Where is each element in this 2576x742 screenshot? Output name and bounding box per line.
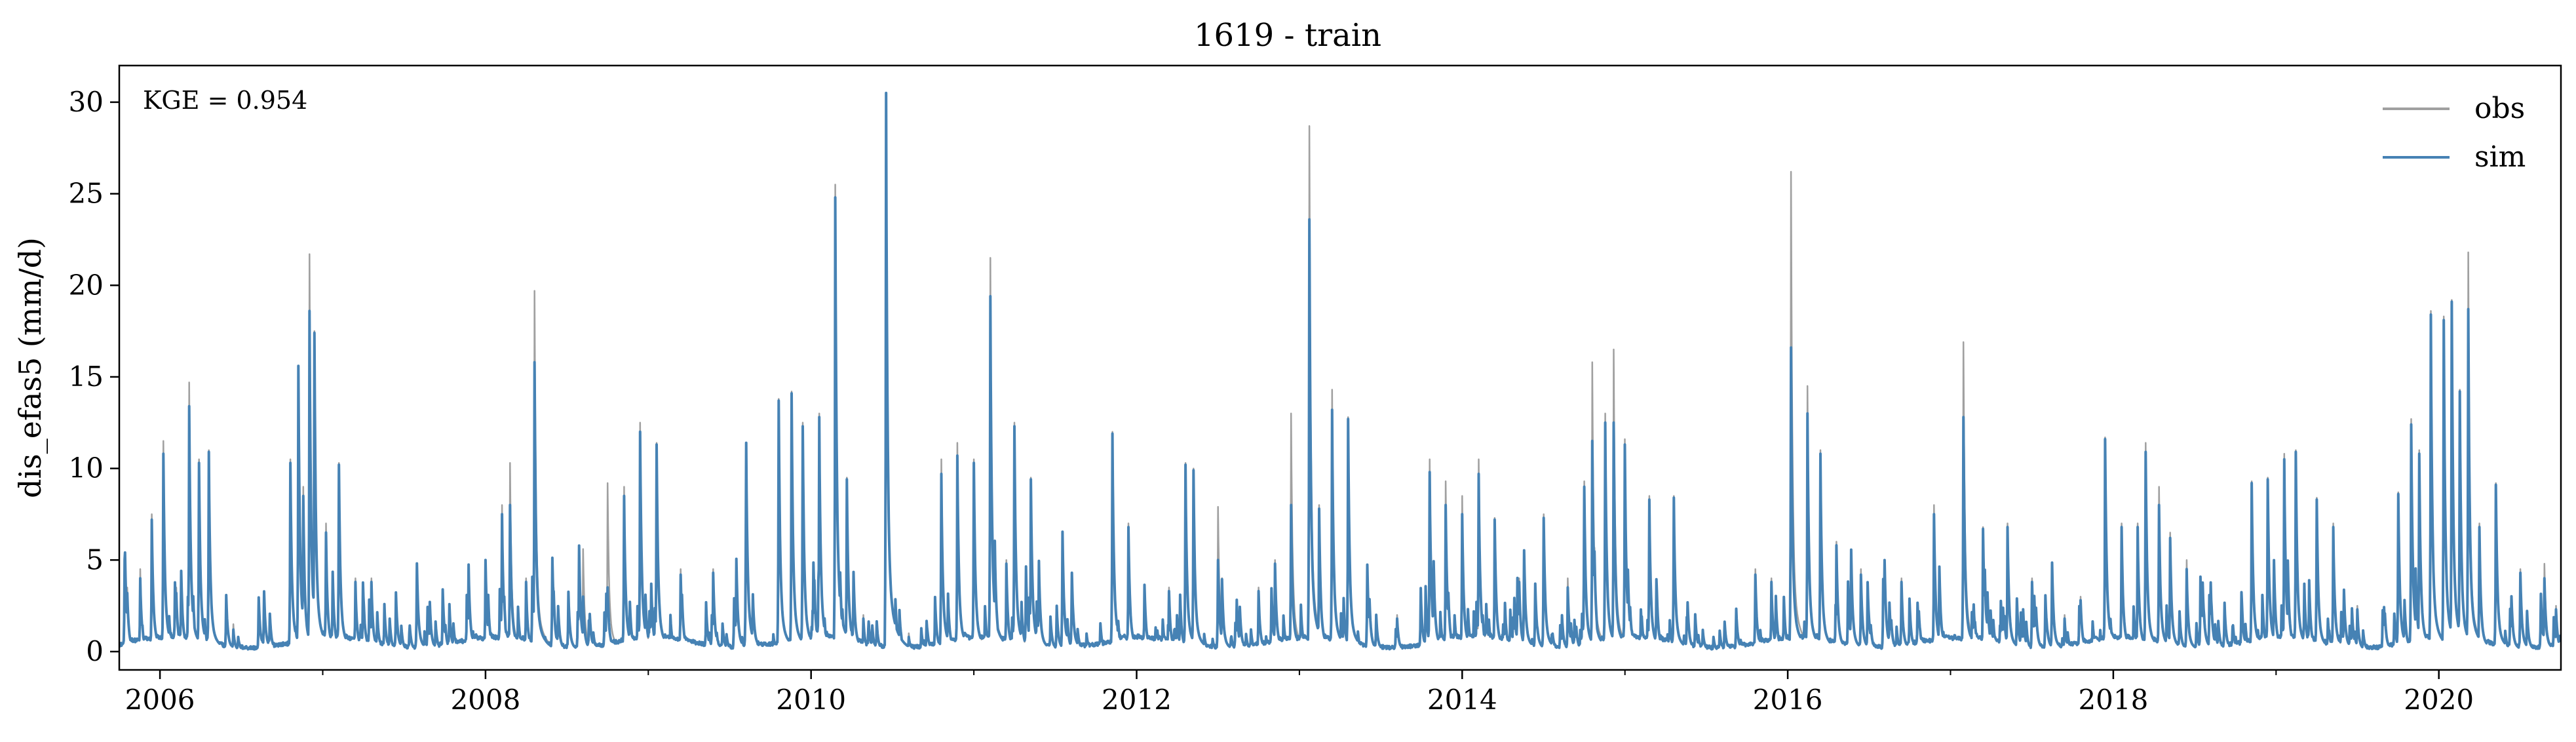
x-tick-label: 2010 (776, 684, 846, 716)
y-tick-label: 5 (86, 543, 104, 576)
x-tick-label: 2016 (1753, 684, 1823, 716)
y-tick-label: 30 (69, 86, 104, 118)
y-tick-label: 25 (69, 178, 104, 210)
y-axis: 0 5 10 15 20 25 30 (69, 86, 119, 667)
y-tick-label: 10 (69, 452, 104, 484)
series-layer (119, 91, 2561, 651)
x-tick-label: 2020 (2404, 684, 2474, 716)
x-tick-label: 2008 (450, 684, 520, 716)
x-tick-label: 2018 (2078, 684, 2148, 716)
chart-title: 1619 - train (1194, 17, 1381, 54)
kge-annotation: KGE = 0.954 (143, 86, 307, 115)
legend-sim-label: sim (2474, 140, 2526, 174)
legend-obs-label: obs (2474, 92, 2525, 125)
y-axis-label: dis_efas5 (mm/d) (12, 237, 48, 498)
plot-frame (118, 64, 2562, 671)
x-tick-label: 2014 (1427, 684, 1497, 716)
legend: obs sim (2383, 92, 2526, 174)
y-tick-label: 20 (69, 269, 104, 301)
x-axis: 2006 2008 2010 2012 2014 2016 2018 2020 (125, 670, 2474, 716)
y-tick-label: 0 (86, 635, 104, 667)
x-tick-label: 2006 (125, 684, 195, 716)
series-line-sim (119, 91, 2561, 651)
y-tick-label: 15 (69, 361, 104, 393)
x-tick-label: 2012 (1102, 684, 1172, 716)
